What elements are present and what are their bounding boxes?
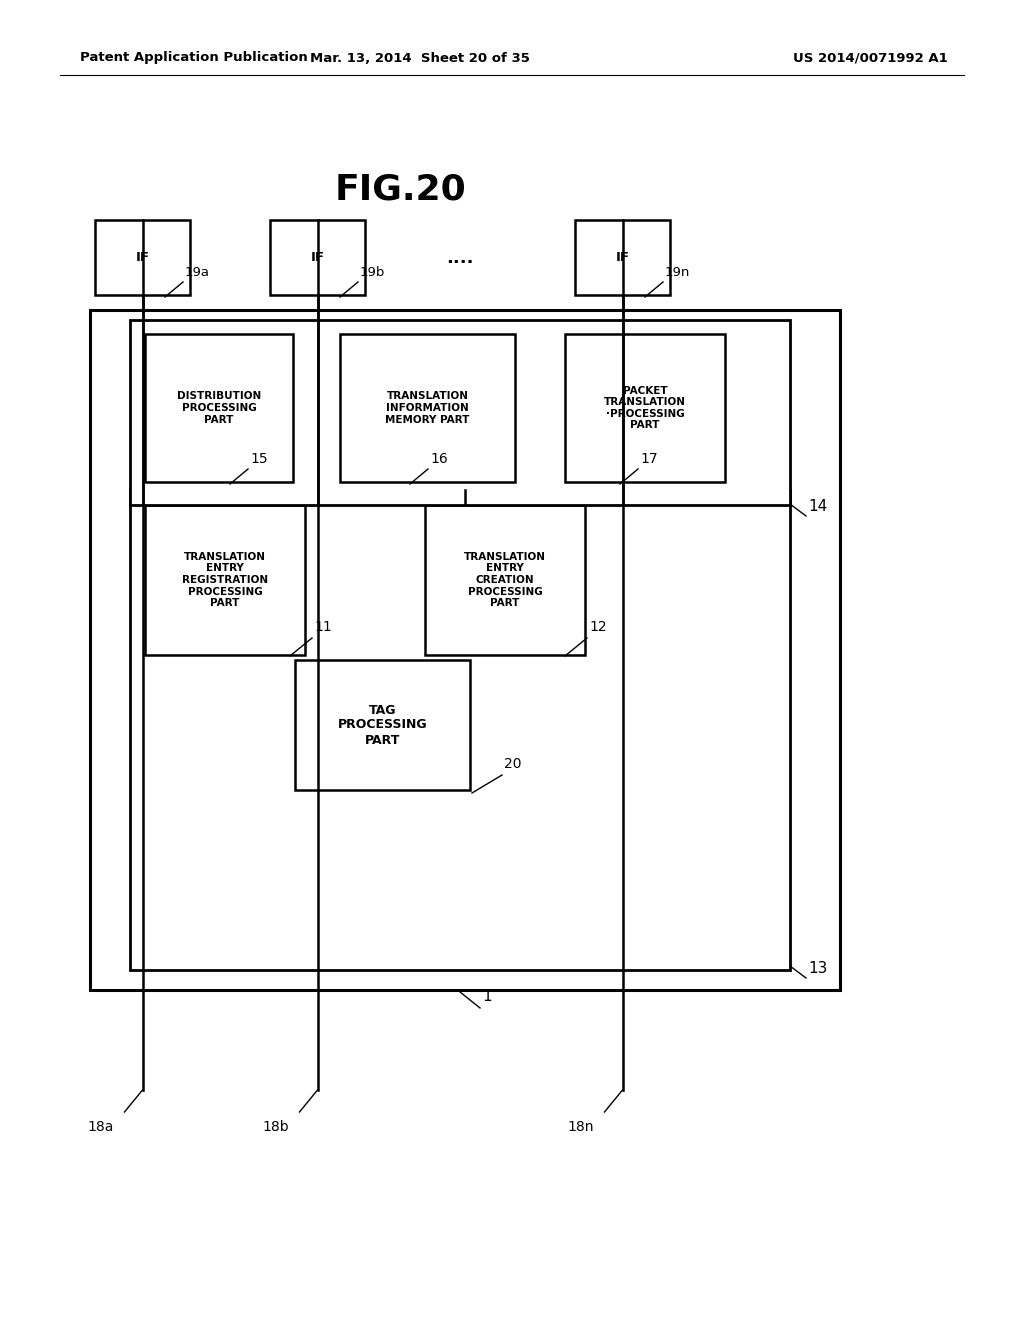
Text: 17: 17 bbox=[640, 451, 657, 466]
Text: 19n: 19n bbox=[665, 267, 690, 279]
Text: 16: 16 bbox=[430, 451, 447, 466]
Bar bbox=[130, 490, 790, 970]
Bar bbox=[145, 334, 293, 482]
Text: IF: IF bbox=[615, 251, 630, 264]
Bar bbox=[145, 506, 305, 655]
Text: 19b: 19b bbox=[360, 267, 385, 279]
Text: ....: .... bbox=[446, 249, 474, 267]
Text: 20: 20 bbox=[504, 756, 521, 771]
Text: 1: 1 bbox=[482, 989, 492, 1005]
Text: 18n: 18n bbox=[567, 1119, 594, 1134]
Text: DISTRIBUTION
PROCESSING
PART: DISTRIBUTION PROCESSING PART bbox=[177, 392, 261, 425]
Bar bbox=[295, 660, 470, 789]
Bar bbox=[95, 220, 190, 294]
Text: PACKET
TRANSLATION
·PROCESSING
PART: PACKET TRANSLATION ·PROCESSING PART bbox=[604, 385, 686, 430]
Text: 18a: 18a bbox=[87, 1119, 114, 1134]
Text: US 2014/0071992 A1: US 2014/0071992 A1 bbox=[793, 51, 947, 65]
Text: 11: 11 bbox=[314, 620, 332, 634]
Bar bbox=[565, 334, 725, 482]
Bar bbox=[425, 506, 585, 655]
Text: Mar. 13, 2014  Sheet 20 of 35: Mar. 13, 2014 Sheet 20 of 35 bbox=[310, 51, 530, 65]
Text: 15: 15 bbox=[250, 451, 267, 466]
Text: TRANSLATION
ENTRY
REGISTRATION
PROCESSING
PART: TRANSLATION ENTRY REGISTRATION PROCESSIN… bbox=[182, 552, 268, 609]
Text: TRANSLATION
INFORMATION
MEMORY PART: TRANSLATION INFORMATION MEMORY PART bbox=[385, 392, 470, 425]
Text: 19a: 19a bbox=[185, 267, 210, 279]
Text: Patent Application Publication: Patent Application Publication bbox=[80, 51, 308, 65]
Text: 18b: 18b bbox=[262, 1119, 289, 1134]
Text: TRANSLATION
ENTRY
CREATION
PROCESSING
PART: TRANSLATION ENTRY CREATION PROCESSING PA… bbox=[464, 552, 546, 609]
Bar bbox=[130, 319, 790, 506]
Text: TAG
PROCESSING
PART: TAG PROCESSING PART bbox=[338, 704, 427, 747]
Text: FIG.20: FIG.20 bbox=[334, 173, 466, 207]
Text: 14: 14 bbox=[808, 499, 827, 513]
Text: IF: IF bbox=[135, 251, 150, 264]
Bar bbox=[270, 220, 365, 294]
Text: 12: 12 bbox=[589, 620, 606, 634]
Text: 13: 13 bbox=[808, 961, 827, 975]
Bar bbox=[340, 334, 515, 482]
Text: IF: IF bbox=[310, 251, 325, 264]
Bar bbox=[90, 310, 840, 990]
Bar bbox=[575, 220, 670, 294]
